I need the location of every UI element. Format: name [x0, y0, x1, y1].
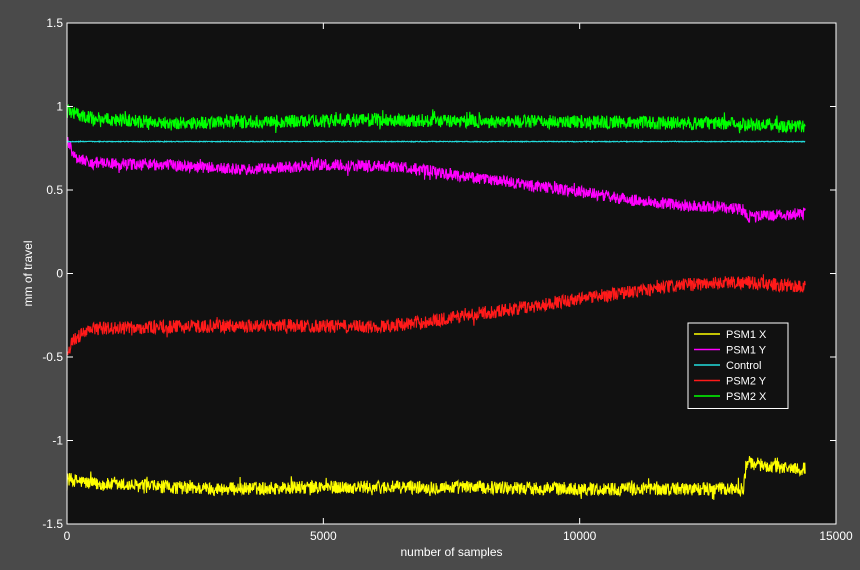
legend-label: PSM1 Y	[726, 345, 767, 357]
axes-layer: 0 5000 10000 15000 1.5 1 0.5 0 -0.5 -1 -1.5	[42, 16, 853, 543]
series-line-1	[66, 456, 806, 500]
series-line-5	[66, 103, 806, 134]
y-tick-label: -0.5	[42, 350, 63, 364]
legend-label: PSM2 Y	[726, 376, 767, 388]
x-axis-label: number of samples	[400, 545, 502, 559]
x-tick-label: 0	[64, 529, 71, 543]
y-axis-label: mm of travel	[21, 240, 35, 306]
plot-area	[67, 23, 836, 524]
y-tick-label: -1.5	[42, 517, 63, 531]
series-line-2	[66, 136, 806, 224]
legend-label: PSM2 X	[726, 391, 767, 403]
x-tick-label: 5000	[310, 529, 337, 543]
x-tick-label: 15000	[819, 529, 853, 543]
y-tick-label: 1	[56, 100, 63, 114]
series-line-4	[66, 274, 806, 356]
legend-label: PSM1 X	[726, 329, 767, 341]
series-layer	[66, 103, 806, 500]
series-line-3	[66, 140, 806, 144]
x-tick-label: 10000	[563, 529, 597, 543]
y-tick-label: 0	[56, 267, 63, 281]
y-tick-label: 0.5	[46, 183, 63, 197]
y-tick-label: 1.5	[46, 16, 63, 30]
legend-label: Control	[726, 360, 761, 372]
y-tick-label: -1	[52, 434, 63, 448]
legend: PSM1 X PSM1 Y Control PSM2 Y PSM2 X	[687, 322, 789, 409]
